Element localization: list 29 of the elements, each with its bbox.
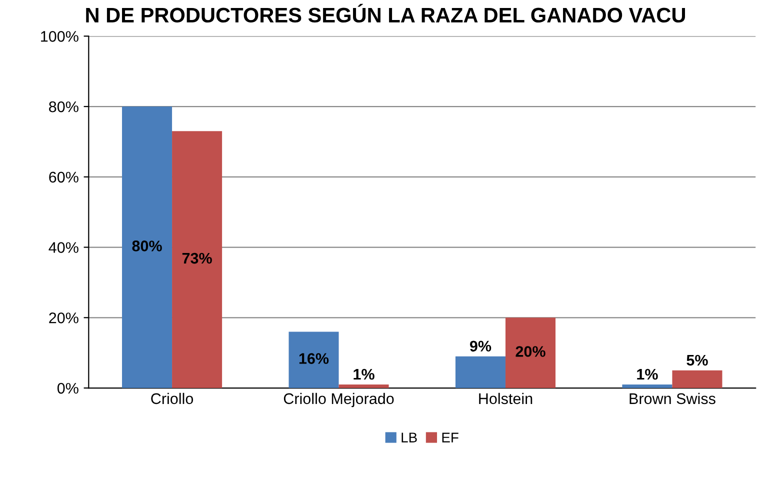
x-tick-label: Brown Swiss [630, 392, 716, 404]
bar [338, 384, 389, 388]
legend-label: LB [402, 432, 417, 442]
data-label: 9% [470, 340, 492, 352]
bar [672, 370, 722, 388]
y-tick-label: 20% [49, 312, 78, 324]
legend-label: EF [442, 432, 458, 442]
bar [455, 356, 506, 388]
y-tick-label: 0% [57, 382, 78, 394]
x-tick-label: Criollo [151, 392, 194, 404]
chart-title: N DE PRODUCTORES SEGÚN LA RAZA DEL GANADO VACU [86, 4, 685, 23]
bar [122, 106, 172, 388]
x-tick-label: Criollo Mejorado [284, 392, 394, 408]
bar [288, 332, 339, 388]
data-label: 80% [132, 240, 162, 252]
data-label: 1% [637, 368, 658, 380]
data-label: 73% [182, 252, 212, 264]
bar [622, 384, 672, 388]
data-label: 16% [299, 353, 329, 364]
y-tick-label: 40% [48, 242, 78, 253]
x-tick-label: Holstein [479, 392, 532, 404]
data-label: 1% [354, 368, 374, 380]
data-label: 5% [686, 354, 708, 366]
bar [172, 131, 222, 388]
y-tick-label: 100% [41, 31, 78, 42]
bar [505, 318, 556, 388]
y-tick-label: 80% [49, 101, 78, 112]
data-label: 20% [516, 346, 546, 357]
y-tick-label: 60% [49, 172, 78, 183]
